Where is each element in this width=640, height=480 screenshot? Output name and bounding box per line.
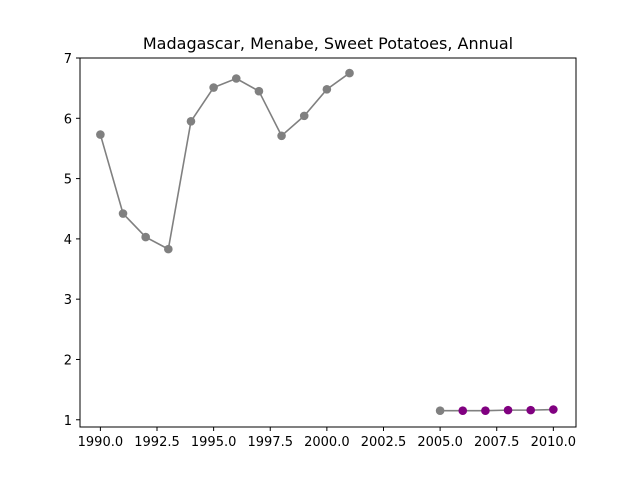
y-tick-label: 3 <box>64 293 72 308</box>
data-point <box>277 131 286 141</box>
y-tick-label: 4 <box>64 233 72 248</box>
y-tick-label: 6 <box>64 112 72 127</box>
data-point <box>186 117 196 126</box>
data-point <box>549 405 558 414</box>
data-point <box>345 68 354 78</box>
y-tick-label: 7 <box>64 52 72 67</box>
x-tick-label: 2000.0 <box>304 435 350 450</box>
y-tick-label: 5 <box>64 173 72 188</box>
x-tick-label: 2002.5 <box>361 435 407 450</box>
y-tick-label: 2 <box>64 353 72 368</box>
data-point <box>435 406 445 416</box>
plot-content <box>96 68 558 416</box>
data-point <box>141 232 150 242</box>
data-point <box>118 209 128 218</box>
x-tick-label: 2010.0 <box>531 435 577 450</box>
x-tick-label: 1992.5 <box>134 435 180 450</box>
data-point <box>96 130 105 139</box>
data-point <box>209 83 218 92</box>
plot-frame <box>79 57 577 428</box>
y-tick-label: 1 <box>64 414 72 429</box>
data-point <box>458 406 468 416</box>
data-point <box>299 111 309 121</box>
data-point <box>503 405 513 415</box>
data-point <box>254 86 264 96</box>
data-point <box>322 85 332 94</box>
chart-title: Madagascar, Menabe, Sweet Potatoes, Annu… <box>143 34 513 53</box>
x-axis: 1990.0 1992.5 1995.0 1997.5 2000.0 2002.5 2005… <box>78 427 576 450</box>
x-tick-label: 1997.5 <box>247 435 293 450</box>
x-tick-label: 2007.5 <box>474 435 520 450</box>
x-tick-label: 1995.0 <box>191 435 237 450</box>
data-point <box>526 405 536 415</box>
x-tick-label: 1990.0 <box>78 435 124 450</box>
data-point <box>231 74 241 83</box>
series-line <box>440 408 554 412</box>
data-point <box>481 406 490 416</box>
series-line <box>99 72 350 251</box>
data-point <box>164 244 173 254</box>
x-tick-label: 2005.0 <box>417 435 463 450</box>
y-axis: 1 2 3 4 5 6 7 <box>64 52 80 429</box>
